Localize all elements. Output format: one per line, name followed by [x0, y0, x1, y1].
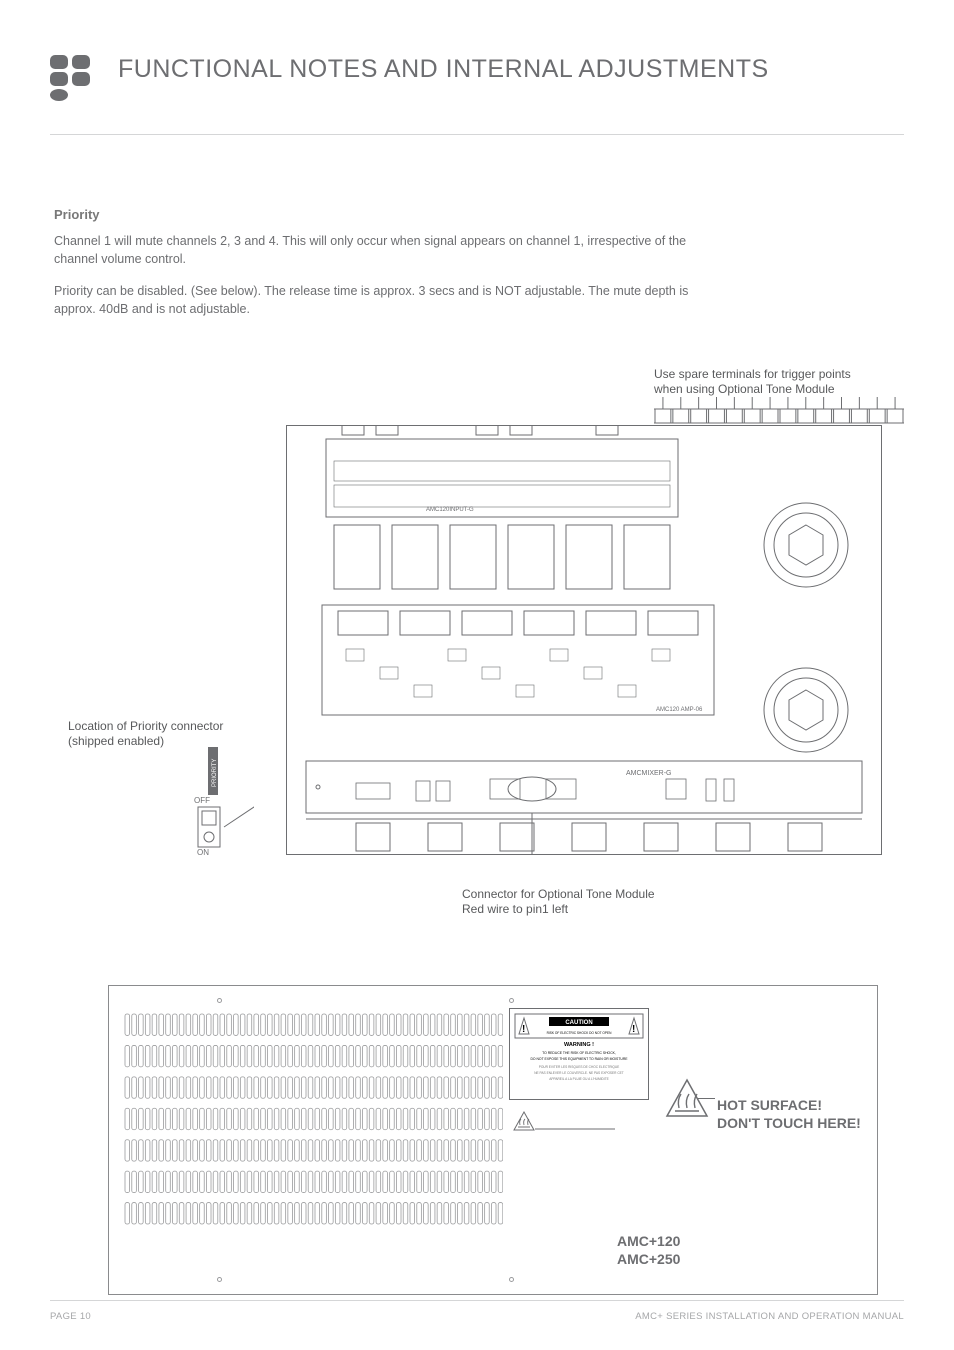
- page-header: FUNCTIONAL NOTES AND INTERNAL ADJUSTMENT…: [50, 55, 904, 135]
- callout-line: Red wire to pin1 left: [462, 902, 762, 918]
- screw-icon: [217, 998, 222, 1003]
- callout-line: when using Optional Tone Module: [654, 382, 914, 398]
- paragraph-2: Priority can be disabled. (See below). T…: [54, 282, 694, 318]
- model-numbers: AMC+120 AMC+250: [617, 1232, 680, 1270]
- priority-jumper-icon: PRIORITY OFF ON: [194, 747, 254, 862]
- screw-icon: [509, 998, 514, 1003]
- callout-line: Connector for Optional Tone Module: [462, 887, 762, 903]
- screw-icon: [509, 1277, 514, 1282]
- pcb-frame: AMC120INPUT-G AMC120 AMP-06: [286, 425, 882, 855]
- warn-line: DO NOT EXPOSE THIS EQUIPMENT TO RAIN OR …: [530, 1057, 628, 1061]
- footer-page-number: PAGE 10: [50, 1311, 91, 1322]
- callout-line: (shipped enabled): [68, 734, 278, 750]
- paragraph-1: Channel 1 will mute channels 2, 3 and 4.…: [54, 232, 694, 268]
- caution-text: CAUTION: [565, 1020, 592, 1026]
- screw-icon: [217, 1277, 222, 1282]
- section-heading-priority: Priority: [54, 207, 870, 222]
- content-block: Priority Channel 1 will mute channels 2,…: [50, 135, 870, 1315]
- text-line: AMC+250: [617, 1250, 680, 1269]
- warn-line: NE PAS ENLEVER LE COUVERCLE. NE PAS EXPO…: [534, 1071, 624, 1075]
- callout-trigger-terminals: Use spare terminals for trigger points w…: [654, 367, 914, 398]
- text-line: DON'T TOUCH HERE!: [717, 1114, 861, 1133]
- silkscreen-input: AMC120INPUT-G: [426, 507, 474, 513]
- callout-line: Location of Priority connector: [68, 719, 278, 735]
- text-line: HOT SURFACE!: [717, 1096, 861, 1115]
- shock-risk-text: RISK OF ELECTRIC SHOCK DO NOT OPEN: [547, 1031, 612, 1035]
- chassis-diagram: ! ! CAUTION RISK OF ELECTRIC SHOCK DO NO…: [54, 985, 870, 1315]
- hot-surface-icon: [665, 1078, 709, 1123]
- footer-manual-title: AMC+ SERIES INSTALLATION AND OPERATION M…: [635, 1311, 904, 1322]
- callout-priority-connector: Location of Priority connector (shipped …: [68, 719, 278, 750]
- warning-text: WARNING !: [564, 1042, 594, 1048]
- page-footer: PAGE 10 AMC+ SERIES INSTALLATION AND OPE…: [50, 1300, 904, 1322]
- text-line: AMC+120: [617, 1232, 680, 1251]
- on-label: ON: [197, 848, 209, 857]
- callout-tone-module-connector: Connector for Optional Tone Module Red w…: [462, 887, 762, 918]
- hot-surface-mini-icon: [513, 1111, 649, 1136]
- page-title: FUNCTIONAL NOTES AND INTERNAL ADJUSTMENT…: [118, 55, 769, 84]
- hot-surface-text: HOT SURFACE! DON'T TOUCH HERE!: [717, 1096, 861, 1134]
- svg-text:!: !: [522, 1024, 525, 1035]
- off-label: OFF: [194, 796, 210, 805]
- warn-line: POUR EVITER LES RISQUES DE CHOC ELECTRIQ…: [539, 1065, 620, 1069]
- silkscreen-amp: AMC120 AMP-06: [656, 707, 703, 713]
- priority-label: PRIORITY: [212, 758, 218, 786]
- warn-line: APPAREIL A LA PLUIE OU A L'HUMIDITE: [549, 1077, 609, 1081]
- silkscreen-mixer: AMCMIXER-G: [626, 770, 672, 777]
- chassis-frame: ! ! CAUTION RISK OF ELECTRIC SHOCK DO NO…: [108, 985, 878, 1295]
- leader-line: [697, 1098, 715, 1099]
- callout-line: Use spare terminals for trigger points: [654, 367, 914, 383]
- brand-logo: [50, 55, 96, 106]
- warning-label-card: ! ! CAUTION RISK OF ELECTRIC SHOCK DO NO…: [509, 1008, 649, 1136]
- svg-text:!: !: [632, 1024, 635, 1035]
- warn-line: TO REDUCE THE RISK OF ELECTRIC SHOCK,: [542, 1051, 616, 1055]
- pcb-diagram: Use spare terminals for trigger points w…: [54, 367, 870, 957]
- heatsink-icon: [123, 1010, 503, 1235]
